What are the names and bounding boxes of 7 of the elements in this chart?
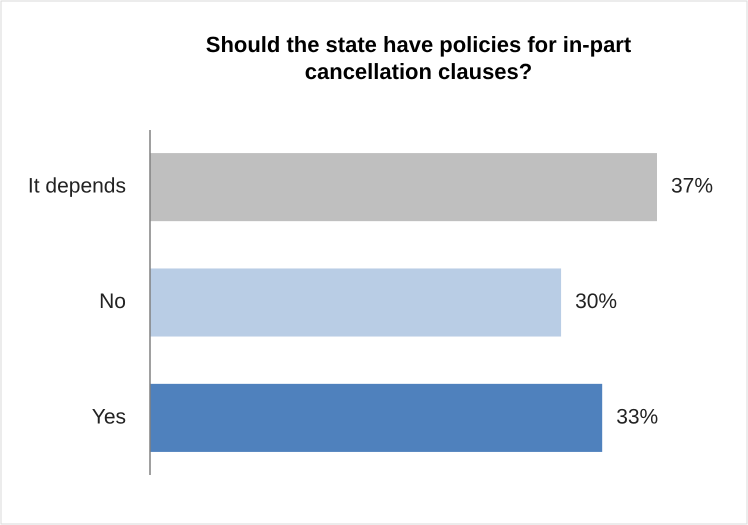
- y-tick-label: It depends: [28, 174, 126, 198]
- y-tick-label: Yes: [92, 405, 126, 428]
- chart-title: Should the state have policies for in-part cancellation clauses?: [206, 32, 632, 84]
- data-label: 33%: [616, 405, 658, 428]
- data-label: 30%: [575, 290, 618, 314]
- data-label: 37%: [671, 174, 714, 198]
- y-tick-label: No: [99, 290, 126, 314]
